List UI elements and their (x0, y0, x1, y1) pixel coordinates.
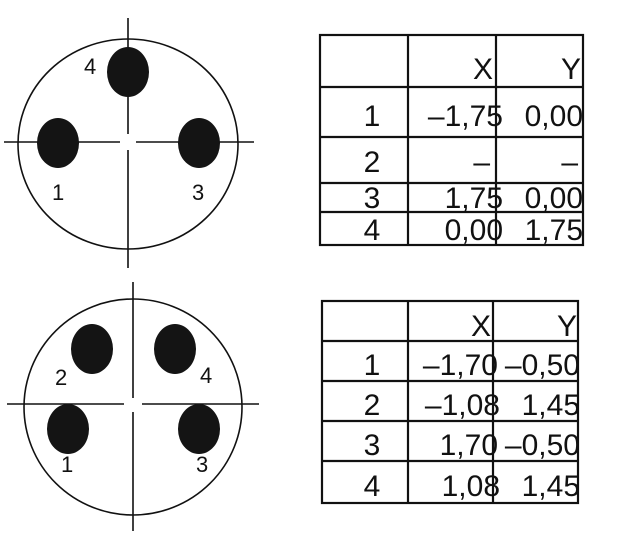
table-row: 4 0,00 1,75 (364, 214, 583, 247)
coordinates-table-top: X Y 1 –1,75 0,00 2 – – 3 1,75 0,00 4 0,0… (318, 33, 585, 247)
x-value: 1,75 (445, 182, 503, 215)
x-value: –1,08 (425, 389, 500, 422)
header-x: X (473, 53, 493, 86)
pin-label-4: 4 (84, 54, 96, 79)
y-value: 1,75 (525, 214, 583, 247)
connector-top: 4 1 3 (4, 18, 254, 268)
table-border (318, 33, 585, 247)
table-row: 2 – – (364, 146, 579, 179)
table-row: 3 1,75 0,00 (364, 182, 583, 215)
x-value: 0,00 (445, 214, 503, 247)
pin-number: 4 (364, 214, 381, 247)
pin-label-1: 1 (52, 180, 64, 205)
pin-label-3: 3 (196, 452, 208, 477)
pin-number: 1 (364, 100, 381, 133)
pin-number: 1 (364, 349, 381, 382)
pin-label-3: 3 (192, 180, 204, 205)
x-value: –1,70 (423, 349, 498, 382)
pin-1 (47, 404, 89, 454)
y-value: – (561, 146, 578, 179)
pin-2 (71, 324, 113, 374)
table-row: 1 –1,70 –0,50 (364, 349, 580, 382)
x-value: –1,75 (428, 100, 503, 133)
y-value: 1,45 (522, 389, 580, 422)
pin-4 (154, 324, 196, 374)
pin-3 (178, 404, 220, 454)
header-y: Y (557, 310, 577, 343)
y-value: 0,00 (525, 100, 583, 133)
pin-number: 3 (364, 429, 381, 462)
pin-4 (107, 47, 149, 97)
header-y: Y (561, 53, 581, 86)
pin-3 (178, 118, 220, 168)
pin-label-2: 2 (55, 365, 67, 390)
table-border (320, 299, 580, 505)
table-row: 3 1,70 –0,50 (364, 429, 580, 462)
x-value: 1,08 (442, 470, 500, 503)
pin-number: 2 (364, 389, 381, 422)
pin-number: 3 (364, 182, 381, 215)
y-value: –0,50 (505, 349, 580, 382)
table-row: 1 –1,75 0,00 (364, 100, 583, 133)
coordinates-table-bottom: X Y 1 –1,70 –0,50 2 –1,08 1,45 3 1,70 –0… (320, 299, 580, 505)
y-value: –0,50 (505, 429, 580, 462)
pin-number: 4 (364, 470, 381, 503)
header-x: X (471, 310, 491, 343)
pin-1 (37, 118, 79, 168)
pin-label-4: 4 (200, 363, 212, 388)
y-value: 1,45 (522, 470, 580, 503)
connector-bottom: 2 4 1 3 (7, 282, 259, 531)
table-row: 2 –1,08 1,45 (364, 389, 580, 422)
y-value: 0,00 (525, 182, 583, 215)
table-row: 4 1,08 1,45 (364, 470, 580, 503)
x-value: – (473, 146, 490, 179)
pin-label-1: 1 (61, 452, 73, 477)
x-value: 1,70 (440, 429, 498, 462)
pin-number: 2 (364, 146, 381, 179)
